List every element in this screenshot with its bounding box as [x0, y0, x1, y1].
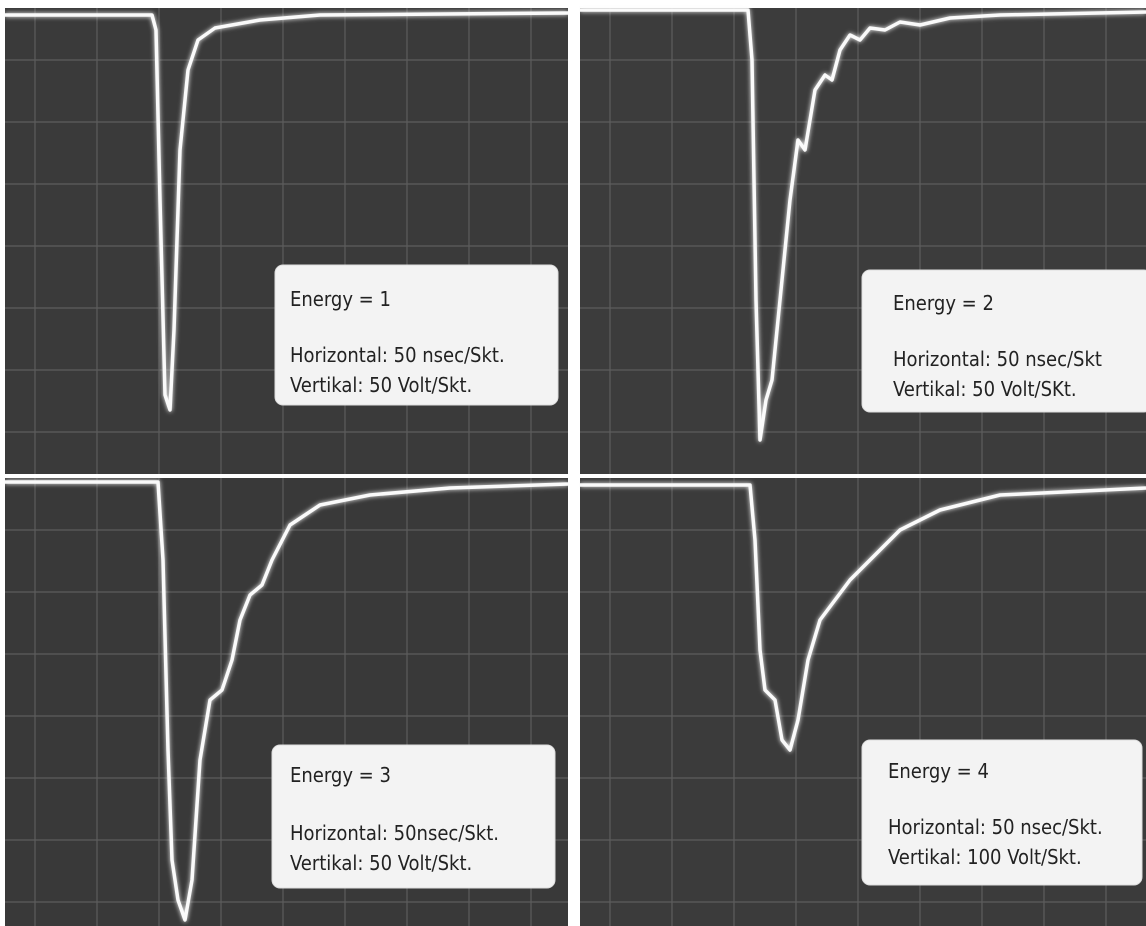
horizontal-label: Horizontal: 50 nsec/Skt — [893, 347, 1102, 371]
trace-3 — [5, 480, 569, 922]
vertical-label: Vertikal: 100 Volt/Skt. — [888, 845, 1082, 869]
energy-label: Energy = 2 — [893, 291, 994, 315]
energy-label: Energy = 4 — [888, 759, 989, 783]
vertical-label: Vertikal: 50 Volt/SKt. — [893, 377, 1077, 401]
label-box-1: Energy = 1 Horizontal: 50 nsec/Skt. Vert… — [274, 264, 559, 406]
label-box-4: Energy = 4 Horizontal: 50 nsec/Skt. Vert… — [861, 739, 1143, 886]
horizontal-label: Horizontal: 50 nsec/Skt. — [888, 815, 1103, 839]
vertical-label: Vertikal: 50 Volt/Skt. — [290, 851, 472, 875]
label-box-2: Energy = 2 Horizontal: 50 nsec/Skt Verti… — [861, 269, 1146, 413]
energy-label: Energy = 1 — [290, 287, 391, 311]
horizontal-label: Horizontal: 50 nsec/Skt. — [290, 343, 505, 367]
trace-2 — [580, 8, 1146, 442]
label-box-3: Energy = 3 Horizontal: 50nsec/Skt. Verti… — [271, 744, 556, 889]
vertical-label: Vertikal: 50 Volt/Skt. — [290, 373, 472, 397]
horizontal-label: Horizontal: 50nsec/Skt. — [290, 821, 499, 845]
trace-4 — [580, 483, 1146, 752]
trace-1 — [5, 11, 569, 412]
energy-label: Energy = 3 — [290, 763, 391, 787]
